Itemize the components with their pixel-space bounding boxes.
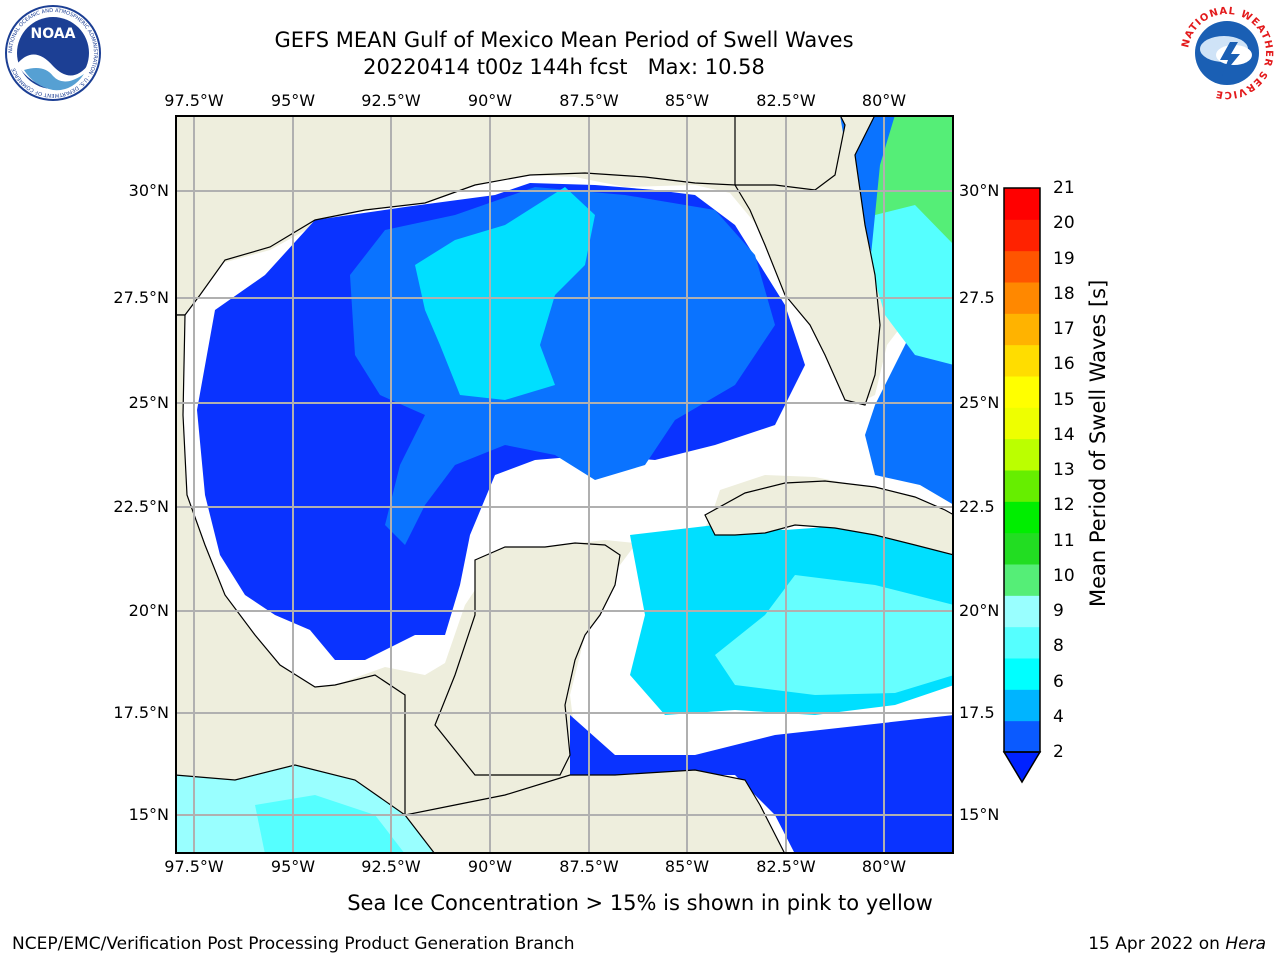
lon-tick-bottom: 90°W xyxy=(467,857,513,876)
colorbar-segment xyxy=(1004,344,1040,377)
colorbar-segment xyxy=(1004,219,1040,252)
colorbar-tick: 17 xyxy=(1053,319,1075,339)
lon-tick-bottom: 87.5°W xyxy=(559,857,619,876)
gulf-of-mexico-map xyxy=(175,115,954,854)
lat-tick-left: 20°N xyxy=(128,601,169,620)
lat-tick-left: 15°N xyxy=(128,805,169,824)
colorbar-label: Mean Period of Swell Waves [s] xyxy=(1086,279,1110,607)
swell-period-2-carib xyxy=(570,715,954,854)
mexico-west-land xyxy=(175,314,406,817)
colorbar-tick: 18 xyxy=(1053,283,1075,304)
map-frame xyxy=(175,115,954,854)
lat-tick-right: 22.5 xyxy=(959,497,995,516)
map-gridlines xyxy=(175,115,954,854)
colorbar-tick: 12 xyxy=(1053,495,1075,516)
footer-date: 15 Apr 2022 on Hera xyxy=(1088,934,1266,954)
lon-tick-top: 97.5°W xyxy=(164,91,224,110)
colorbar-segment xyxy=(1004,438,1040,471)
colorbar-segment xyxy=(1004,658,1040,690)
colorbar-segment xyxy=(1004,250,1040,283)
colorbar-tick: 21 xyxy=(1053,178,1075,198)
lon-tick-bottom: 97.5°W xyxy=(164,857,224,876)
lat-tick-left: 27.5°N xyxy=(113,288,169,307)
colorbar-tick: 10 xyxy=(1053,565,1075,586)
yucatan-land xyxy=(434,542,621,776)
lon-tick-top: 95°W xyxy=(270,91,316,110)
colorbar-segment xyxy=(1004,626,1040,659)
colorbar-tick: 16 xyxy=(1053,354,1075,375)
colorbar-segment xyxy=(1004,470,1040,502)
swell-period-8-9-carib xyxy=(715,575,954,695)
lon-tick-top: 90°W xyxy=(467,91,513,110)
lat-tick-right: 17.5 xyxy=(959,703,995,722)
lon-tick-bottom: 92.5°W xyxy=(361,857,421,876)
lat-tick-left: 17.5°N xyxy=(113,703,169,722)
colorbar-tick: 13 xyxy=(1053,460,1075,480)
colorbar-tick: 20 xyxy=(1053,213,1075,234)
lon-tick-top: 82.5°W xyxy=(756,91,816,110)
footer-machine: Hera xyxy=(1225,934,1266,954)
lat-tick-left: 22.5°N xyxy=(113,497,169,516)
footer-credit: NCEP/EMC/Verification Post Processing Pr… xyxy=(12,934,575,954)
colorbar xyxy=(1002,187,1042,784)
map-subtitle: 20220414 t00z 144h fcst Max: 10.58 xyxy=(363,55,765,79)
noaa-logo-text: NOAA xyxy=(31,26,76,42)
central-america-land xyxy=(403,769,786,854)
nws-logo: NATIONAL WEATHER SERVICE xyxy=(1180,6,1274,100)
colorbar-segment xyxy=(1004,188,1040,220)
colorbar-tick: 6 xyxy=(1053,671,1064,692)
lat-tick-right: 30°N xyxy=(959,181,1000,200)
footer-date-text: 15 Apr 2022 on xyxy=(1088,934,1226,954)
colorbar-segment xyxy=(1004,407,1040,440)
colorbar-tick: 9 xyxy=(1053,601,1064,621)
swell-period-6-8 xyxy=(415,187,595,400)
colorbar-tick: 19 xyxy=(1053,248,1075,269)
colorbar-segment xyxy=(1004,282,1040,314)
colorbar-tick: 15 xyxy=(1053,389,1075,410)
colorbar-extend-min xyxy=(1002,751,1042,784)
colorbar-frame xyxy=(1003,187,1041,753)
lon-tick-bottom: 85°W xyxy=(664,857,710,876)
colorbar-segments xyxy=(1004,188,1040,753)
sea-ice-note: Sea Ice Concentration > 15% is shown in … xyxy=(347,891,933,915)
colorbar-segment xyxy=(1004,689,1040,722)
colorbar-segment xyxy=(1004,595,1040,628)
colorbar-tick: 14 xyxy=(1053,424,1075,445)
lon-tick-bottom: 80°W xyxy=(861,857,907,876)
lat-tick-right: 15°N xyxy=(959,805,1000,824)
lon-tick-top: 92.5°W xyxy=(361,91,421,110)
map-title: GEFS MEAN Gulf of Mexico Mean Period of … xyxy=(274,28,854,52)
colorbar-tick: 11 xyxy=(1053,530,1075,551)
lat-tick-right: 27.5 xyxy=(959,288,995,307)
colorbar-tick: 2 xyxy=(1053,742,1064,762)
lon-tick-top: 80°W xyxy=(861,91,907,110)
lat-tick-left: 30°N xyxy=(128,181,169,200)
lon-tick-bottom: 95°W xyxy=(270,857,316,876)
colorbar-segment xyxy=(1004,564,1040,596)
lon-tick-bottom: 82.5°W xyxy=(756,857,816,876)
atlantic-swell-mid xyxy=(870,205,954,365)
colorbar-segment xyxy=(1004,376,1040,408)
lat-tick-right: 25°N xyxy=(959,393,1000,412)
colorbar-segment xyxy=(1004,720,1040,753)
lat-tick-right: 20°N xyxy=(959,601,1000,620)
lon-tick-top: 85°W xyxy=(664,91,710,110)
colorbar-tick: 8 xyxy=(1053,636,1064,657)
lon-tick-top: 87.5°W xyxy=(559,91,619,110)
florida-land xyxy=(733,115,954,406)
cuba-land xyxy=(704,480,954,556)
colorbar-segment xyxy=(1004,532,1040,565)
lat-tick-left: 25°N xyxy=(128,393,169,412)
noaa-logo: NOAA NATIONAL OCEANIC AND ATMOSPHERIC AD… xyxy=(5,5,101,101)
colorbar-tick: 4 xyxy=(1053,706,1064,727)
colorbar-segment xyxy=(1004,501,1040,534)
colorbar-segment xyxy=(1004,313,1040,346)
